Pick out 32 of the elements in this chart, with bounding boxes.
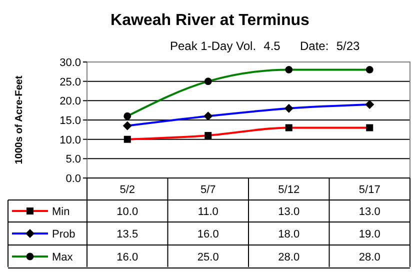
text: Date: — [300, 39, 329, 53]
y-tick-label: 25.0 — [60, 76, 81, 88]
data-label: 13.0 — [358, 206, 380, 218]
text: Peak 1-Day Vol. — [170, 39, 256, 53]
y-tick-label: 15.0 — [60, 115, 81, 127]
x-tick-label: 5/12 — [278, 184, 300, 196]
data-label: 28.0 — [358, 252, 380, 264]
text: 4.5 — [264, 39, 281, 53]
chart-title: Kaweah River at Terminus — [110, 12, 310, 29]
data-label: 18.0 — [278, 228, 300, 240]
y-tick-label: 0.0 — [66, 173, 81, 185]
data-label: 16.0 — [197, 228, 219, 240]
y-axis-title: 1000s of Acre-Feet — [14, 75, 25, 164]
y-tick-label: 5.0 — [66, 154, 81, 166]
legend-label: Min — [52, 206, 70, 218]
data-label: 13.5 — [116, 228, 138, 240]
x-tick-label: 5/2 — [120, 184, 136, 196]
x-tick-label: 5/7 — [200, 184, 216, 196]
data-label: 11.0 — [198, 206, 218, 218]
legend-label: Max — [52, 252, 74, 264]
x-tick-label: 5/17 — [358, 184, 380, 196]
data-label: 13.0 — [278, 206, 300, 218]
y-tick-label: 20.0 — [60, 96, 81, 108]
y-tick-label: 10.0 — [60, 134, 81, 146]
data-label: 25.0 — [197, 252, 219, 264]
text: 5/23 — [336, 39, 360, 53]
y-tick-label: 30.0 — [60, 57, 81, 69]
data-label: 10.0 — [116, 206, 138, 218]
data-label: 19.0 — [358, 228, 380, 240]
data-label: 16.0 — [116, 252, 138, 264]
data-label: 28.0 — [278, 252, 300, 264]
legend-label: Prob — [52, 228, 76, 240]
